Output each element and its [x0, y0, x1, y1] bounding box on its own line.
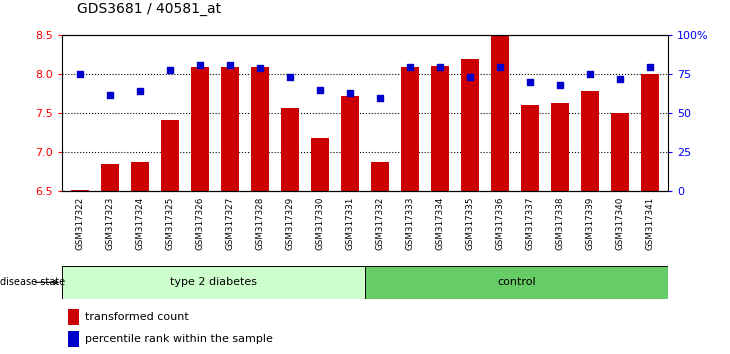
- Text: GSM317338: GSM317338: [556, 197, 564, 250]
- Bar: [401, 67, 419, 191]
- Text: GSM317325: GSM317325: [166, 197, 174, 250]
- Bar: [491, 35, 509, 191]
- Point: [554, 82, 566, 88]
- Text: GSM317337: GSM317337: [526, 197, 534, 250]
- Bar: [68, 309, 79, 325]
- Bar: [461, 59, 479, 191]
- Bar: [371, 161, 389, 191]
- Text: GSM317333: GSM317333: [405, 197, 415, 250]
- Text: type 2 diabetes: type 2 diabetes: [170, 277, 257, 287]
- Point: [134, 88, 146, 94]
- Text: GSM317323: GSM317323: [106, 197, 115, 250]
- Point: [644, 64, 656, 69]
- Text: GSM317334: GSM317334: [436, 197, 445, 250]
- Text: percentile rank within the sample: percentile rank within the sample: [85, 334, 273, 344]
- Text: control: control: [497, 277, 536, 287]
- Point: [584, 72, 596, 77]
- Point: [434, 64, 446, 69]
- Text: disease state: disease state: [0, 277, 65, 287]
- Text: GSM317340: GSM317340: [615, 197, 624, 250]
- Point: [374, 95, 386, 101]
- Text: transformed count: transformed count: [85, 312, 189, 322]
- Text: GSM317330: GSM317330: [315, 197, 325, 250]
- Text: GSM317341: GSM317341: [645, 197, 655, 250]
- Point: [524, 79, 536, 85]
- Bar: [62, 266, 365, 299]
- Text: GSM317336: GSM317336: [496, 197, 504, 250]
- Point: [494, 64, 506, 69]
- Bar: [551, 103, 569, 191]
- Point: [224, 62, 236, 68]
- Point: [104, 92, 116, 97]
- Bar: [131, 162, 149, 191]
- Bar: [101, 164, 119, 191]
- Bar: [521, 105, 539, 191]
- Text: GSM317329: GSM317329: [285, 197, 294, 250]
- Text: GSM317339: GSM317339: [585, 197, 594, 250]
- Point: [194, 62, 206, 68]
- Point: [164, 67, 176, 73]
- Bar: [431, 66, 449, 191]
- Point: [404, 64, 416, 69]
- Bar: [365, 266, 668, 299]
- Bar: [71, 190, 89, 191]
- Point: [254, 65, 266, 71]
- Bar: [311, 138, 329, 191]
- Point: [314, 87, 326, 93]
- Point: [344, 90, 356, 96]
- Bar: [611, 113, 629, 191]
- Text: GSM317332: GSM317332: [375, 197, 385, 250]
- Text: GSM317335: GSM317335: [466, 197, 474, 250]
- Text: GDS3681 / 40581_at: GDS3681 / 40581_at: [77, 2, 220, 16]
- Text: GSM317326: GSM317326: [196, 197, 204, 250]
- Bar: [68, 331, 79, 347]
- Text: GSM317328: GSM317328: [255, 197, 264, 250]
- Point: [74, 72, 86, 77]
- Text: GSM317324: GSM317324: [136, 197, 145, 250]
- Text: GSM317322: GSM317322: [75, 197, 85, 250]
- Text: GSM317327: GSM317327: [226, 197, 234, 250]
- Bar: [221, 67, 239, 191]
- Bar: [251, 67, 269, 191]
- Bar: [191, 67, 209, 191]
- Point: [284, 75, 296, 80]
- Bar: [641, 74, 659, 191]
- Bar: [581, 91, 599, 191]
- Bar: [341, 96, 359, 191]
- Point: [614, 76, 626, 82]
- Bar: [281, 108, 299, 191]
- Point: [464, 75, 476, 80]
- Text: GSM317331: GSM317331: [345, 197, 355, 250]
- Bar: [161, 120, 179, 191]
